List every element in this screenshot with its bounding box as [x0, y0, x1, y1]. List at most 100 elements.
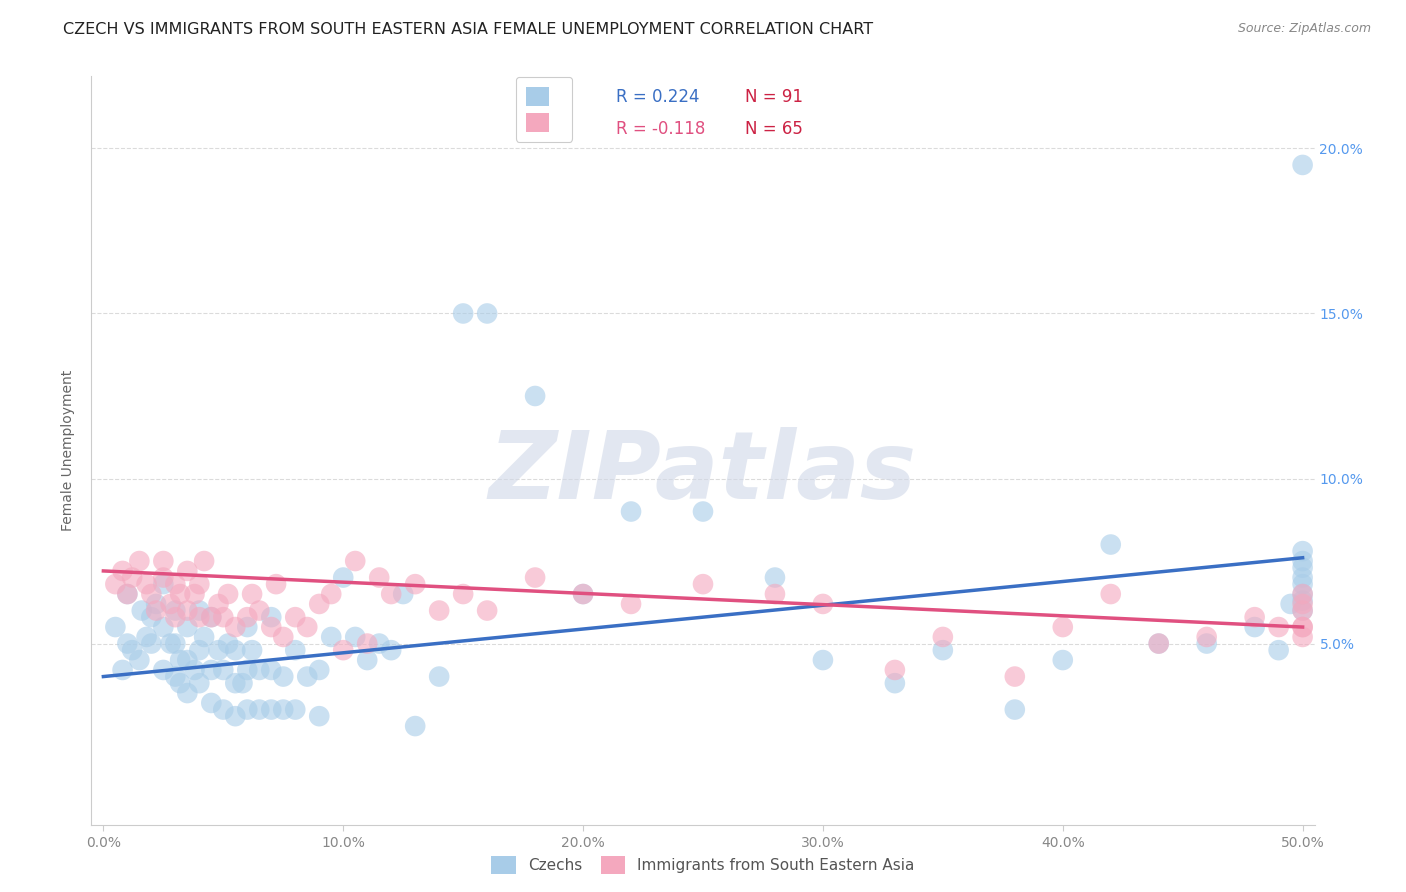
Point	[308, 663, 330, 677]
Point	[427, 669, 450, 683]
Point	[1291, 587, 1313, 601]
Point	[271, 702, 294, 716]
Point	[1291, 560, 1313, 574]
Point	[1291, 620, 1313, 634]
Point	[1291, 587, 1313, 601]
Point	[128, 653, 150, 667]
Point	[308, 709, 330, 723]
Point	[356, 653, 378, 667]
Point	[932, 643, 955, 657]
Point	[183, 587, 205, 601]
Point	[188, 603, 211, 617]
Point	[152, 577, 174, 591]
Point	[207, 643, 229, 657]
Point	[1291, 620, 1313, 634]
Point	[212, 702, 235, 716]
Point	[217, 587, 239, 601]
Point	[271, 630, 294, 644]
Point	[321, 630, 343, 644]
Point	[165, 636, 187, 650]
Point	[247, 663, 270, 677]
Point	[368, 570, 391, 584]
Point	[404, 577, 426, 591]
Point	[159, 636, 181, 650]
Point	[321, 587, 343, 601]
Point	[297, 669, 319, 683]
Point	[1291, 593, 1313, 607]
Point	[207, 597, 229, 611]
Point	[451, 587, 474, 601]
Point	[135, 630, 157, 644]
Point	[145, 603, 167, 617]
Point	[152, 663, 174, 677]
Point	[200, 696, 222, 710]
Point	[240, 587, 263, 601]
Point	[193, 554, 215, 568]
Point	[1291, 630, 1313, 644]
Point	[200, 610, 222, 624]
Point	[1291, 570, 1313, 584]
Point	[176, 653, 198, 667]
Text: ZIPatlas: ZIPatlas	[489, 427, 917, 519]
Point	[188, 676, 211, 690]
Point	[524, 570, 547, 584]
Point	[1291, 597, 1313, 611]
Point	[169, 676, 191, 690]
Point	[271, 669, 294, 683]
Point	[131, 603, 153, 617]
Point	[121, 643, 143, 657]
Point	[260, 663, 283, 677]
Point	[284, 702, 307, 716]
Point	[165, 669, 187, 683]
Point	[1291, 544, 1313, 558]
Point	[145, 597, 167, 611]
Point	[169, 587, 191, 601]
Point	[165, 577, 187, 591]
Point	[152, 554, 174, 568]
Point	[1004, 702, 1026, 716]
Point	[260, 702, 283, 716]
Text: R = -0.118: R = -0.118	[616, 120, 706, 137]
Point	[1291, 554, 1313, 568]
Point	[165, 603, 187, 617]
Point	[188, 643, 211, 657]
Point	[141, 610, 163, 624]
Point	[169, 653, 191, 667]
Point	[392, 587, 415, 601]
Point	[217, 636, 239, 650]
Point	[128, 554, 150, 568]
Point	[524, 389, 547, 403]
Point	[572, 587, 595, 601]
Point	[1099, 537, 1122, 551]
Point	[883, 676, 905, 690]
Point	[200, 610, 222, 624]
Point	[1195, 636, 1218, 650]
Point	[188, 610, 211, 624]
Point	[200, 663, 222, 677]
Point	[1099, 587, 1122, 601]
Point	[117, 636, 139, 650]
Point	[284, 643, 307, 657]
Point	[104, 620, 127, 634]
Point	[1052, 653, 1074, 667]
Legend: Czechs, Immigrants from South Eastern Asia: Czechs, Immigrants from South Eastern As…	[485, 850, 921, 880]
Point	[176, 603, 198, 617]
Point	[183, 663, 205, 677]
Point	[1004, 669, 1026, 683]
Point	[159, 597, 181, 611]
Point	[475, 603, 498, 617]
Point	[135, 577, 157, 591]
Point	[176, 620, 198, 634]
Text: R = 0.224: R = 0.224	[616, 88, 700, 106]
Point	[117, 587, 139, 601]
Point	[932, 630, 955, 644]
Point	[332, 643, 354, 657]
Point	[1291, 603, 1313, 617]
Point	[620, 597, 643, 611]
Point	[883, 663, 905, 677]
Point	[380, 587, 402, 601]
Point	[284, 610, 307, 624]
Point	[344, 554, 367, 568]
Point	[121, 570, 143, 584]
Point	[141, 587, 163, 601]
